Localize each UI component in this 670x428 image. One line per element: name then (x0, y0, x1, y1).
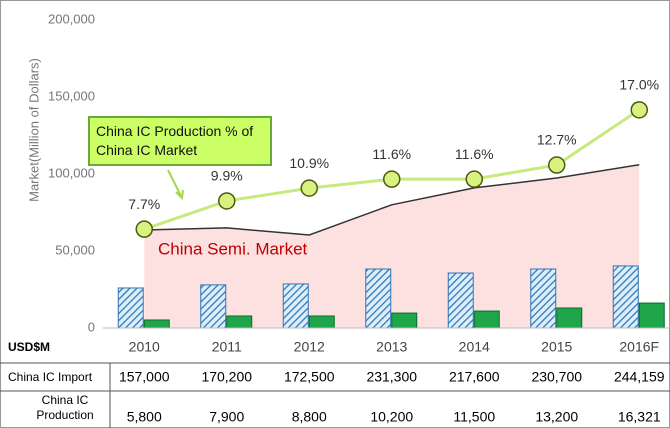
bar (530, 268, 557, 329)
bar (365, 268, 392, 329)
line-marker (135, 220, 153, 238)
bar (556, 307, 583, 329)
bar (143, 319, 170, 329)
data-label: 7.7% (128, 196, 160, 212)
y-tick-label: 100,000 (48, 165, 95, 180)
table-cell: 5,800 (127, 409, 162, 425)
x-tick-label: 2016F (619, 339, 659, 355)
x-tick-label: 2011 (212, 339, 242, 355)
table-cell: 172,500 (284, 369, 335, 385)
line-marker (548, 156, 566, 174)
table-cell: 170,200 (201, 369, 252, 385)
bar (447, 272, 474, 329)
data-label: 10.9% (289, 155, 329, 171)
row-label: China IC Production (36, 393, 94, 422)
x-tick-label: 2015 (541, 339, 572, 355)
bar (638, 302, 665, 329)
table-cell: 230,700 (531, 369, 582, 385)
bar (226, 315, 253, 329)
annotation-box: China IC Production % of China IC Market (88, 116, 272, 166)
table-cell: 157,000 (119, 369, 170, 385)
y-tick-label: 150,000 (48, 88, 95, 103)
x-tick-label: 2012 (294, 339, 325, 355)
line-marker (300, 179, 318, 197)
bar (473, 310, 500, 329)
annotation-arrow (167, 169, 184, 201)
line-marker (383, 170, 401, 188)
bar (391, 312, 418, 329)
x-tick-label: 2014 (459, 339, 490, 355)
line-marker (218, 192, 236, 210)
table-cell: 11,500 (453, 409, 495, 425)
x-tick-label: 2010 (129, 339, 160, 355)
y-axis-label: Market(Million of Dollars) (26, 58, 41, 202)
table-cell: 10,200 (370, 409, 413, 425)
y-tick-label: 0 (88, 319, 95, 334)
area-label: China Semi. Market (158, 239, 308, 258)
table-cell: 13,200 (535, 409, 578, 425)
bar (282, 283, 309, 329)
data-label: 12.7% (537, 132, 577, 148)
y-tick-label: 200,000 (48, 11, 95, 26)
area-edge (144, 164, 640, 236)
table-header: USD$M (8, 340, 50, 354)
table-cell: 231,300 (366, 369, 417, 385)
data-label: 9.9% (211, 168, 243, 184)
data-label: 11.6% (455, 146, 494, 162)
line-marker (465, 170, 483, 188)
table-cell: 16,321 (618, 409, 661, 425)
data-label: 11.6% (372, 146, 411, 162)
data-label: 17.0% (619, 77, 659, 93)
table-cell: 8,800 (292, 409, 327, 425)
bar (308, 315, 335, 329)
y-tick-label: 50,000 (55, 242, 95, 257)
table-cell: 7,900 (209, 409, 244, 425)
x-tick-label: 2013 (376, 339, 407, 355)
table-cell: 244,159 (614, 369, 665, 385)
bar (117, 287, 144, 329)
bar (612, 265, 639, 329)
table-cell: 217,600 (449, 369, 500, 385)
bar (200, 284, 227, 329)
line-marker (630, 101, 648, 119)
area (144, 164, 640, 328)
row-label: China IC Import (8, 370, 93, 384)
